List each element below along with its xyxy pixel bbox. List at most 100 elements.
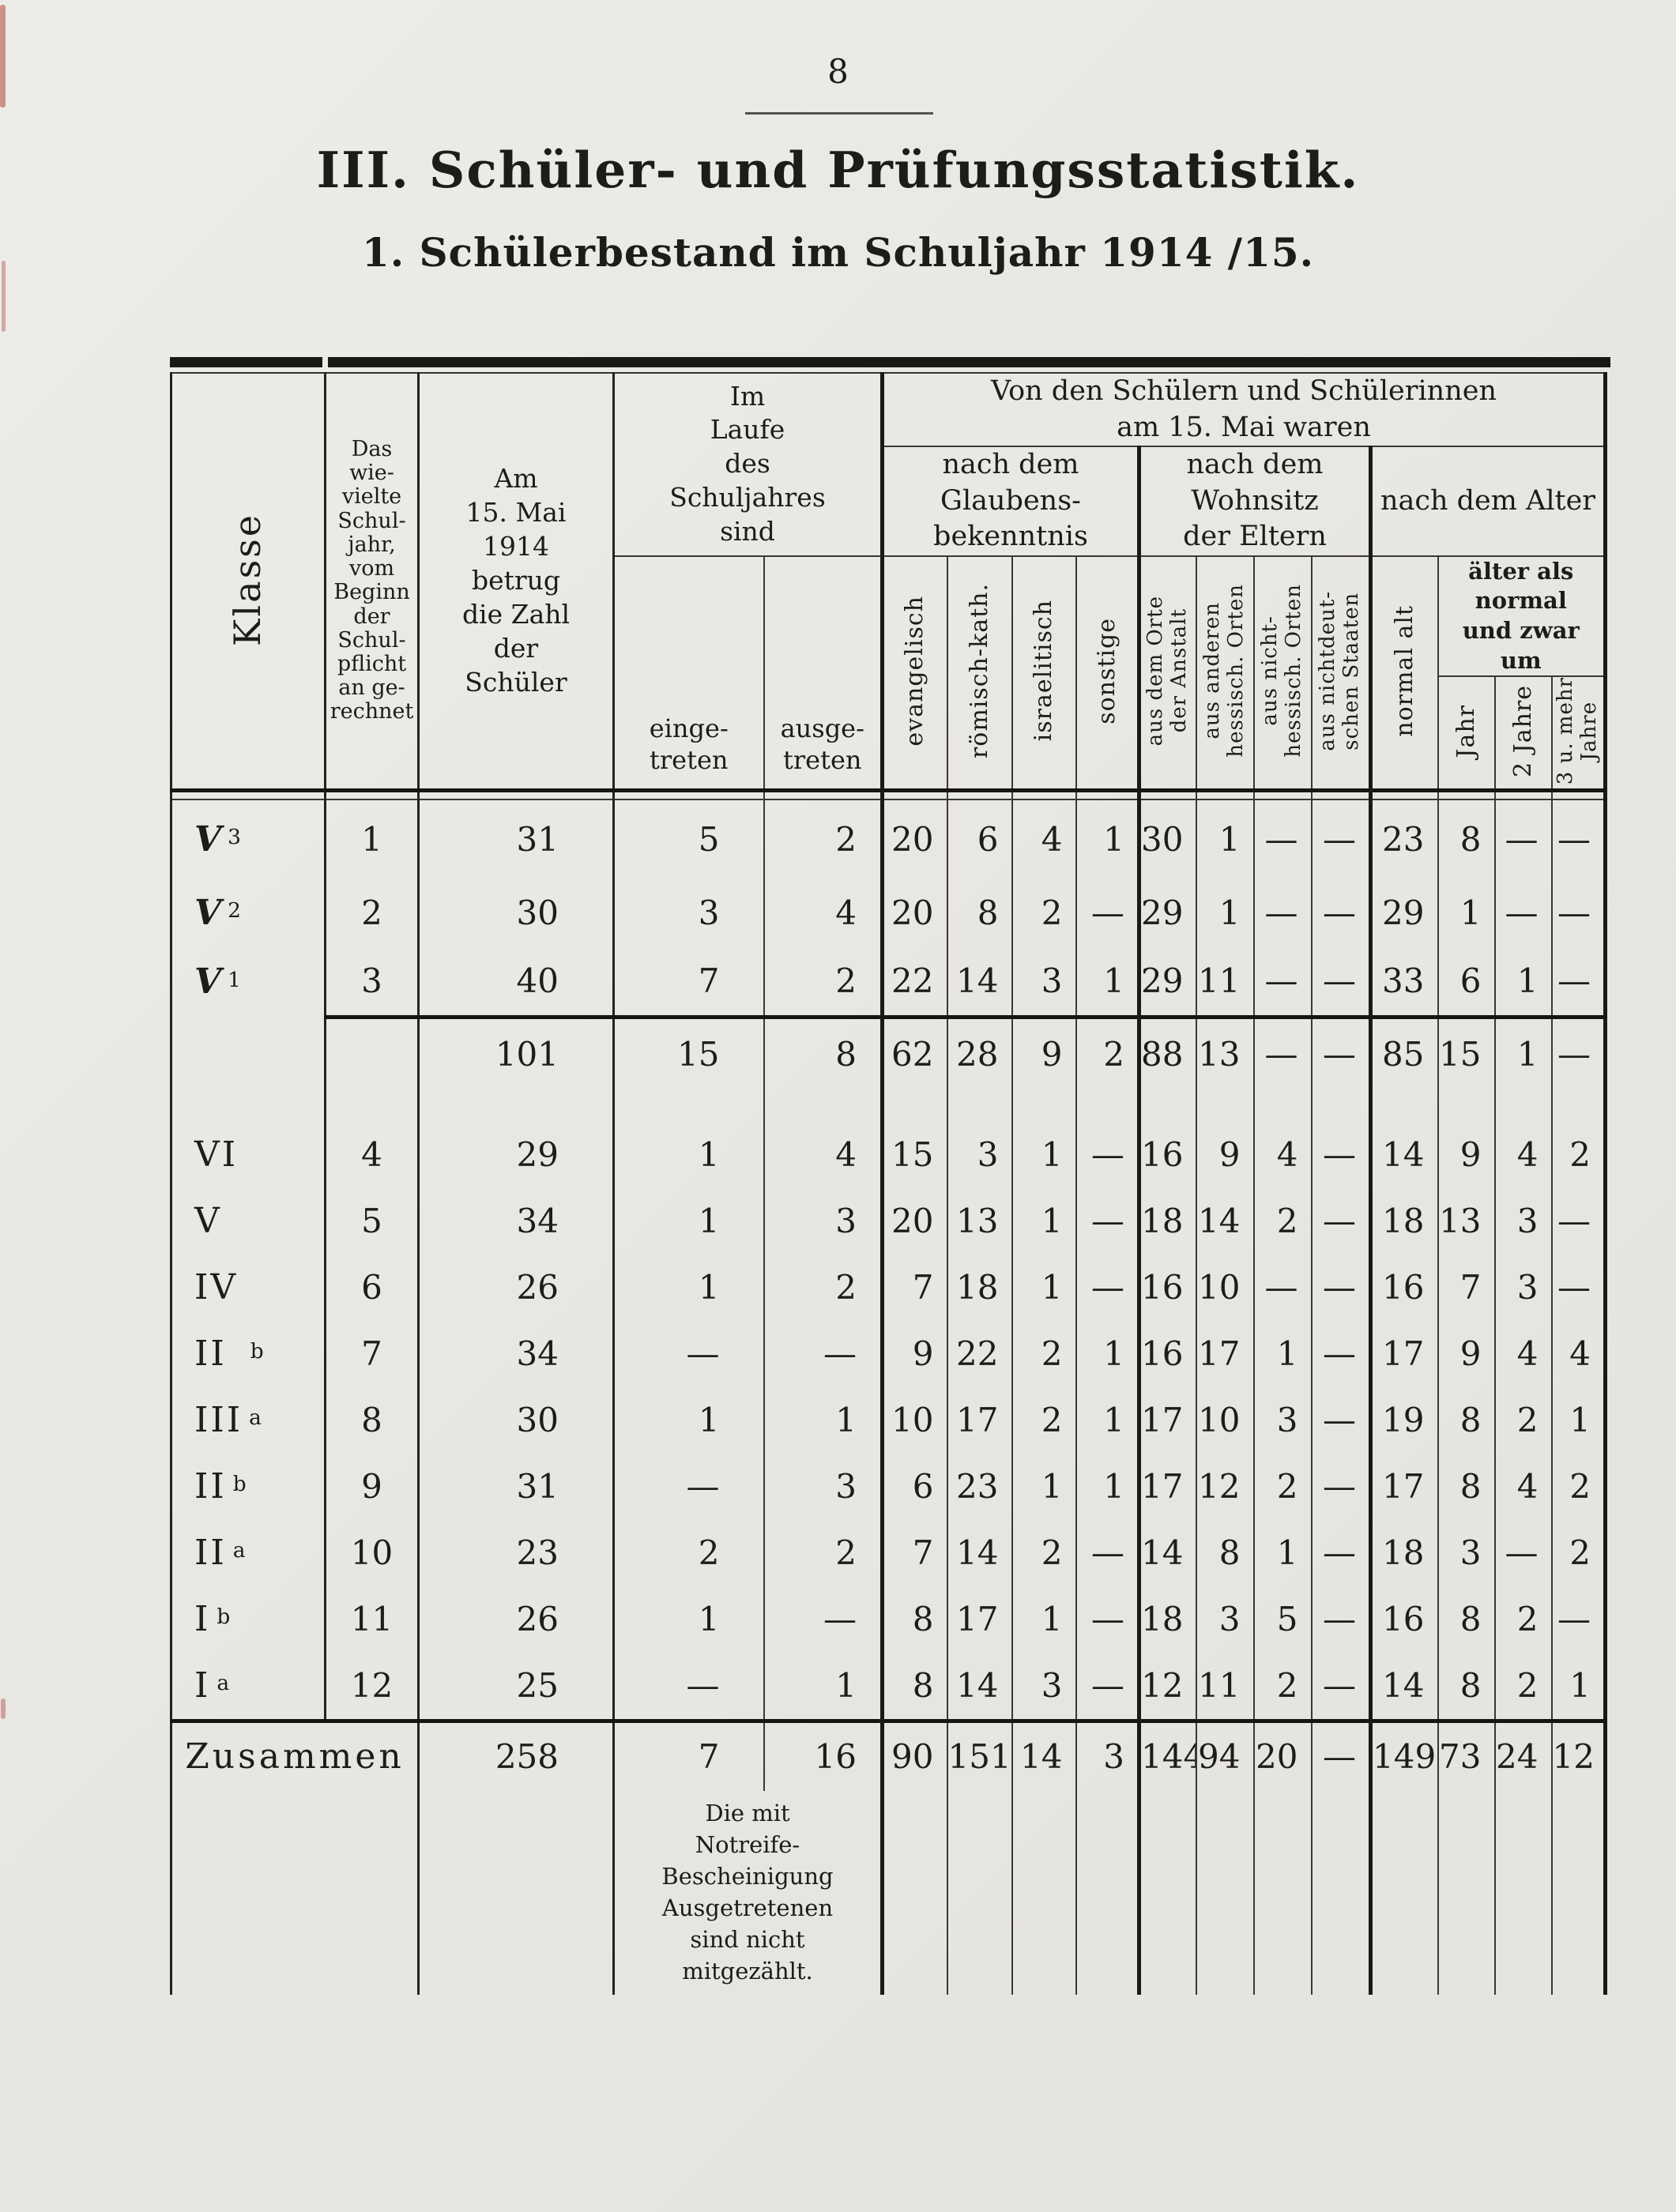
cell-value: 17 <box>1369 1453 1438 1520</box>
cell-value: 7 <box>880 1254 947 1321</box>
header-evangelisch: evangelisch <box>880 555 947 791</box>
cell-value: — <box>1252 799 1312 879</box>
cell <box>1310 788 1371 800</box>
cell-value: 19 <box>1369 1386 1438 1454</box>
cell-value: 9 <box>1195 1121 1254 1188</box>
header-row-4: Jahr 2 Jahre 3 u. mehr Jahre <box>171 676 1606 791</box>
table-row: II a 10 23 2 2 7 14 2—14 8 1—18 3—2 <box>171 1519 1606 1586</box>
cell-value: — <box>1075 1652 1139 1721</box>
cell-value: 17 <box>946 1586 1012 1653</box>
cell-value: 7 <box>880 1519 947 1586</box>
header-ausgetreten: ausge- treten <box>763 555 883 791</box>
cell-value: 15 <box>880 1121 947 1188</box>
cell-schuljahr-nr: 9 <box>324 1453 419 1520</box>
cell-subtotal-value: 8 <box>763 1014 883 1090</box>
header-im-laufe: Im Laufe des Schuljahres sind <box>612 373 883 557</box>
table-row: V 1 3 40 7 2 22 14 3 1 29 11— —33 6 1— <box>171 946 1606 1018</box>
cell-value: 31 <box>417 1453 614 1520</box>
cell-value: 10 <box>1195 1386 1254 1454</box>
scan-edge-mark <box>0 5 6 107</box>
cell-value: — <box>612 1453 764 1520</box>
cell-value: 1 <box>1437 878 1495 947</box>
cell-value: 1 <box>763 1386 883 1454</box>
cell-total-value: 73 <box>1437 1718 1495 1791</box>
cell-value: — <box>1310 1586 1371 1653</box>
cell-value: 2 <box>763 1519 883 1586</box>
cell <box>1550 788 1606 800</box>
cell <box>1075 1089 1139 1122</box>
header-roemisch-kath: römisch-kath. <box>946 555 1012 791</box>
cell-value: 14 <box>946 1652 1012 1721</box>
cell-total-value: 151 <box>946 1718 1012 1791</box>
cell-value: 26 <box>417 1586 614 1653</box>
table-row: II b 7 34— —9 22 2 1 16 17 1—17 9 4 4 <box>171 1320 1606 1387</box>
table-top-rule <box>170 357 1610 367</box>
cell-value: 1 <box>1075 1453 1139 1520</box>
cell-value: 12 <box>1137 1652 1196 1721</box>
cell <box>1137 1089 1196 1122</box>
cell-subtotal-value: 2 <box>1075 1014 1139 1090</box>
cell-value: 20 <box>880 799 947 879</box>
cell-value: 2 <box>1011 1519 1076 1586</box>
cell-value: 8 <box>880 1586 947 1653</box>
cell-value: — <box>1075 1187 1139 1255</box>
cell-value: 3 <box>1493 1187 1552 1255</box>
header-aus-nichthessisch: aus nicht- hessisch. Orten <box>1252 555 1312 791</box>
cell-value: — <box>763 1320 883 1387</box>
header-wohnsitz-group: nach dem Wohnsitz der Eltern <box>1137 446 1371 557</box>
cell-value: — <box>1075 1121 1139 1188</box>
cell-value: 9 <box>880 1320 947 1387</box>
cell-value: 5 <box>612 799 764 879</box>
cell <box>1550 1089 1606 1122</box>
cell-subtotal-value: 62 <box>880 1014 947 1090</box>
cell-value: 4 <box>1493 1121 1552 1188</box>
table-row: V 5 34 1 3 20 13 1—18 14 2—18 13 3— <box>171 1187 1606 1255</box>
cell <box>324 788 419 800</box>
cell-subtotal-value: 28 <box>946 1014 1012 1090</box>
cell-empty <box>1075 1790 1139 1995</box>
cell-value: 2 <box>1550 1519 1606 1586</box>
cell-value: 1 <box>1011 1187 1076 1255</box>
cell-value: 2 <box>763 1254 883 1321</box>
cell-schuljahr-nr: 2 <box>324 878 419 947</box>
cell-value: — <box>1310 878 1371 947</box>
class-label: II b <box>194 1466 247 1507</box>
cell-value: 23 <box>946 1453 1012 1520</box>
cell-value: — <box>1310 1320 1371 1387</box>
cell <box>171 1090 326 1122</box>
cell-empty <box>1252 1790 1312 1995</box>
cell-value: 20 <box>880 1187 947 1255</box>
header-israelitisch: israelitisch <box>1011 555 1076 791</box>
cell-value: 30 <box>417 878 614 947</box>
cell <box>1493 788 1552 800</box>
cell-value: 2 <box>1493 1386 1552 1454</box>
cell-value: 11 <box>1195 946 1254 1018</box>
cell-value: 4 <box>763 878 883 947</box>
cell <box>1011 788 1076 800</box>
cell-value: 1 <box>612 1254 764 1321</box>
header-eingetreten: einge- treten <box>612 555 764 791</box>
class-label: VI <box>194 1134 239 1176</box>
cell-total-value: 16 <box>763 1718 883 1791</box>
cell <box>1137 788 1196 800</box>
cell-value: 29 <box>1137 946 1196 1018</box>
scan-edge-mark <box>1 1698 6 1719</box>
class-label: IV <box>194 1267 239 1308</box>
section-title: III. Schüler- und Prüfungsstatistik. <box>316 141 1360 199</box>
table-header: Klasse Das wie- vielte Schul- jahr, vom … <box>171 373 1606 791</box>
header-1-jahr: Jahr <box>1437 676 1495 791</box>
cell-empty <box>1137 1790 1196 1995</box>
cell <box>1252 788 1312 800</box>
cell-value: 18 <box>1137 1586 1196 1653</box>
cell-value: 16 <box>1137 1254 1196 1321</box>
cell-value: 29 <box>1137 878 1196 947</box>
table-body: V 3 1 31 5 2 20 6 4 1 30 1— —23 8— — V 2 2 30 3 4 20 8 2—29 1— —2… <box>171 788 1606 1995</box>
header-schuljahr-nr: Das wie- vielte Schul- jahr, vom Beginn … <box>324 373 419 791</box>
cell-value: — <box>1310 946 1371 1018</box>
cell <box>171 788 326 800</box>
cell-empty <box>1493 1790 1552 1995</box>
